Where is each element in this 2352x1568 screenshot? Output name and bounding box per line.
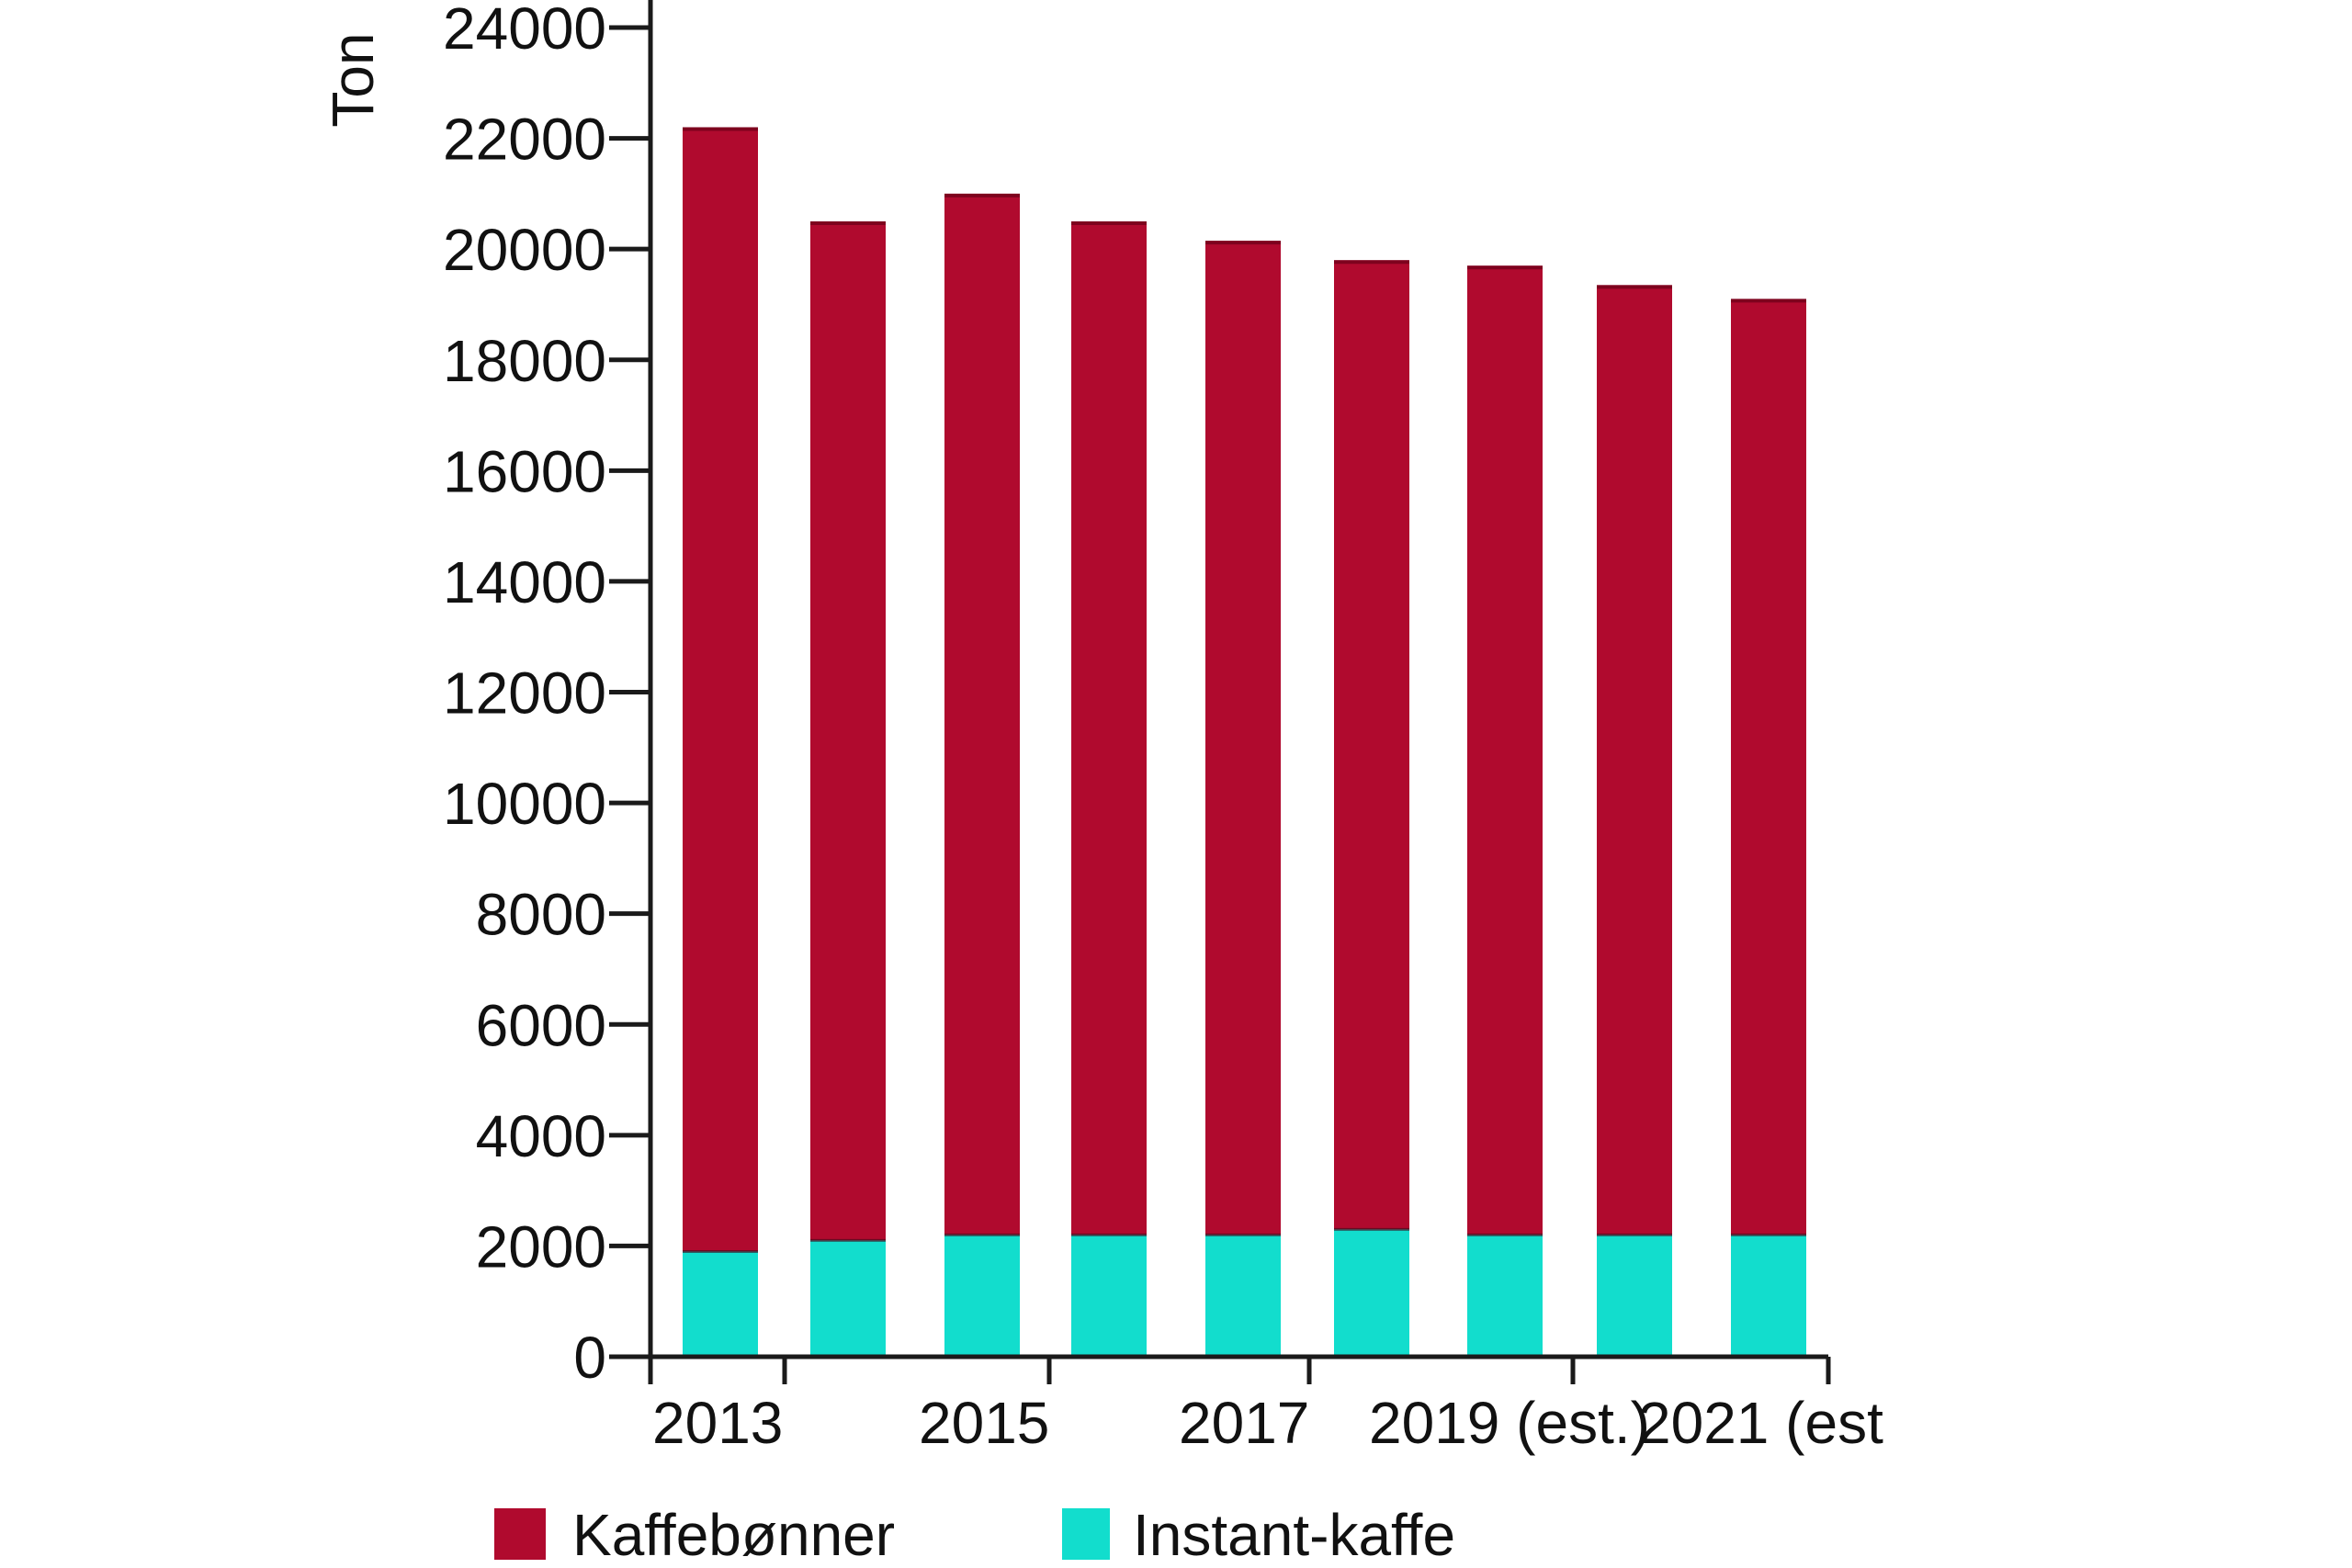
bar-segment-kaffebonner <box>1334 260 1409 1230</box>
legend-label-kaffebonner: Kaffebønner <box>572 1502 895 1568</box>
x-tick-label: 2017 <box>1179 1390 1309 1456</box>
bar-segment-instant-kaffe <box>683 1251 758 1357</box>
legend-swatch-kaffebonner <box>494 1508 546 1560</box>
bar-stack <box>683 127 758 1357</box>
bar-segment-instant-kaffe <box>810 1240 886 1357</box>
bars <box>683 127 1806 1357</box>
bar-segment-instant-kaffe <box>1205 1235 1281 1357</box>
x-tick-label: 2019 (est.) <box>1369 1390 1650 1456</box>
y-tick-label: 20000 <box>443 217 606 283</box>
y-tick-label: 0 <box>573 1325 606 1391</box>
y-tick-label: 6000 <box>476 992 606 1058</box>
bar-segment-instant-kaffe <box>1597 1235 1672 1357</box>
y-tick-label: 14000 <box>443 549 606 615</box>
bar-segment-kaffebonner <box>810 221 886 1241</box>
bar-stack <box>1334 260 1409 1357</box>
bar-segment-kaffebonner <box>1731 299 1806 1235</box>
bar-segment-kaffebonner <box>944 193 1020 1235</box>
bar-segment-kaffebonner <box>1071 221 1147 1235</box>
y-tick-label: 10000 <box>443 771 606 837</box>
y-tick-label: 12000 <box>443 660 606 727</box>
legend: Kaffebønner Instant-kaffe <box>494 1502 1455 1568</box>
bar-stack <box>1731 299 1806 1357</box>
bar-stack <box>810 221 886 1357</box>
y-axis-ticks: 0 2000 4000 6000 8000 10000 12000 14000 16000 180… <box>443 0 650 1391</box>
bar-segment-instant-kaffe <box>1334 1229 1409 1357</box>
bar-segment-kaffebonner <box>1205 241 1281 1235</box>
x-tick-label: 2013 <box>652 1390 783 1456</box>
y-axis-title: Ton <box>320 32 386 127</box>
bar-stack <box>1071 221 1147 1357</box>
y-tick-label: 24000 <box>443 0 606 62</box>
bar-segment-kaffebonner <box>1597 285 1672 1235</box>
bar-segment-kaffebonner <box>1467 265 1543 1235</box>
x-axis-ticks: 2013 2015 2017 2019 (est.)2021 (est.) <box>648 1357 1919 1456</box>
bar-stack <box>1597 285 1672 1357</box>
bar-segment-instant-kaffe <box>1467 1235 1543 1357</box>
bar-stack <box>1467 265 1543 1357</box>
y-tick-label: 2000 <box>476 1213 606 1280</box>
bar-segment-instant-kaffe <box>1071 1235 1147 1357</box>
y-tick-label: 16000 <box>443 438 606 504</box>
y-tick-label: 22000 <box>443 107 606 173</box>
legend-swatch-instant-kaffe <box>1062 1508 1110 1560</box>
legend-label-instant-kaffe: Instant-kaffe <box>1133 1502 1455 1568</box>
y-tick-label: 18000 <box>443 328 606 394</box>
bar-stack <box>1205 241 1281 1357</box>
bar-segment-kaffebonner <box>683 127 758 1252</box>
x-tick-label: 2021 (est.) <box>1638 1390 1919 1456</box>
bar-segment-instant-kaffe <box>1731 1235 1806 1357</box>
x-tick-label: 2015 <box>919 1390 1049 1456</box>
bar-stack <box>944 193 1020 1357</box>
y-tick-label: 4000 <box>476 1103 606 1169</box>
y-tick-label: 8000 <box>476 882 606 948</box>
bar-segment-instant-kaffe <box>944 1235 1020 1357</box>
